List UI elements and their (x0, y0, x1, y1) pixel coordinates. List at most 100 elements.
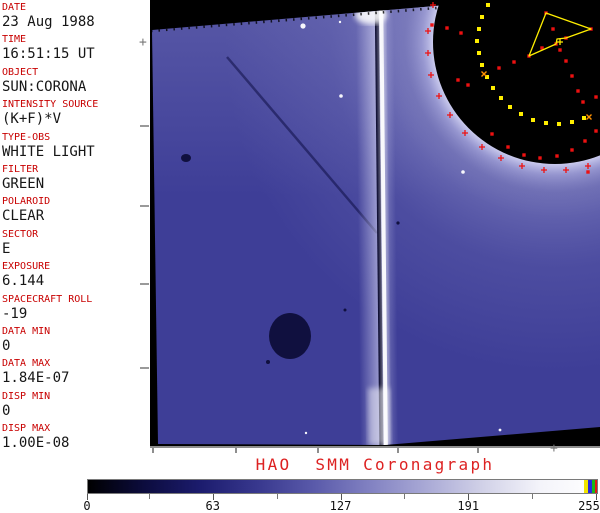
red-dot (555, 154, 559, 158)
red-dot (430, 23, 434, 27)
yellow-dot (486, 3, 490, 7)
overflow-stripe (588, 480, 592, 493)
field-label: EXPOSURE (2, 261, 51, 273)
field-label: SPACECRAFT ROLL (2, 293, 93, 305)
image-viewport[interactable] (150, 0, 600, 447)
field-value: E (2, 240, 11, 257)
red-dot (459, 31, 463, 35)
ruler-tick (235, 448, 237, 453)
metadata-field: DISP MAX 1.00E-08 (0, 422, 150, 454)
ruler-tick (397, 448, 399, 453)
field-label: POLAROID (2, 196, 51, 208)
dark-spot (269, 313, 311, 359)
overflow-stripe (595, 480, 597, 493)
orange-x-mark (481, 71, 487, 77)
red-dot (594, 129, 598, 133)
metadata-field: SPACECRAFT ROLL -19 (0, 293, 150, 325)
field-value: SUN:CORONA (2, 78, 87, 95)
colorbar-minor-tick (276, 494, 278, 499)
field-label: FILTER (2, 163, 39, 175)
red-dot (576, 89, 580, 93)
field-label: DATE (2, 2, 27, 13)
red-plus-mark (585, 163, 591, 169)
colorbar-tick-label: 191 (457, 499, 480, 513)
red-plus-mark (425, 28, 431, 34)
dark-spot (343, 308, 347, 312)
metadata-field: INTENSITY SOURCE (K+F)*V (0, 98, 150, 130)
field-label: TYPE-OBS (2, 131, 51, 143)
metadata-field: TIME 16:51:15 UT (0, 33, 150, 65)
red-dot (512, 60, 516, 64)
field-value: 16:51:15 UT (2, 46, 95, 63)
red-dot (586, 170, 590, 174)
red-plus-mark (447, 112, 453, 118)
bottom-ruler (150, 446, 600, 448)
field-label: INTENSITY SOURCE (2, 99, 99, 111)
field-value: WHITE LIGHT (2, 143, 95, 160)
yellow-dot (544, 121, 548, 125)
field-label: SECTOR (2, 228, 39, 240)
red-plus-mark (436, 93, 442, 99)
ruler-tick (140, 367, 149, 369)
ruler-tick (477, 448, 479, 453)
red-dot (551, 27, 555, 31)
white-speck (461, 170, 465, 174)
field-value: (K+F)*V (2, 111, 62, 128)
field-label: OBJECT (2, 66, 39, 78)
red-dot (490, 132, 494, 136)
yellow-dot (508, 105, 512, 109)
red-dot (570, 74, 574, 78)
metadata-field: OBJECT SUN:CORONA (0, 66, 150, 98)
yellow-dot (531, 118, 535, 122)
plate-top-edge (152, 6, 438, 33)
red-dot (581, 100, 585, 104)
colorbar-tick-label: 127 (329, 499, 352, 513)
dust-spots (181, 154, 400, 364)
field-value: GREEN (2, 175, 45, 192)
red-plus-mark (428, 72, 434, 78)
red-plus-mark (479, 144, 485, 150)
yellow-dot (570, 120, 574, 124)
field-value: 0 (2, 402, 11, 419)
metadata-field: SECTOR E (0, 228, 150, 260)
red-plus-mark (563, 167, 569, 173)
field-label: TIME (2, 34, 27, 46)
white-speck (304, 431, 308, 435)
ruler-tick (140, 125, 149, 127)
colorbar-tick-label: 0 (83, 499, 91, 513)
yellow-dot (519, 112, 523, 116)
white-speck (338, 20, 342, 24)
colorbar-major-tick (596, 494, 597, 500)
yellow-dot (475, 39, 479, 43)
metadata-panel: DATE 23 Aug 1988 TIME 16:51:15 UT OBJECT… (0, 0, 150, 456)
ruler-plus-mark: + (550, 441, 558, 456)
colorbar-major-tick (87, 494, 88, 500)
dark-spot (181, 154, 191, 162)
field-label: DATA MIN (2, 325, 51, 337)
orange-x-marks (481, 71, 592, 120)
red-dot (497, 66, 501, 70)
red-dot (456, 78, 460, 82)
metadata-field: TYPE-OBS WHITE LIGHT (0, 131, 150, 163)
metadata-field: DATE 23 Aug 1988 (0, 1, 150, 33)
yellow-dot (477, 27, 481, 31)
region-outline-polygon (528, 12, 592, 57)
red-dot (522, 153, 526, 157)
red-dot (583, 139, 587, 143)
dark-spot (396, 221, 400, 225)
colorbar-major-tick (212, 494, 214, 500)
yellow-dot (499, 96, 503, 100)
metadata-field: EXPOSURE 6.144 (0, 260, 150, 292)
red-plus-mark (425, 50, 431, 56)
field-label: DATA MAX (2, 358, 51, 370)
field-value: -19 (2, 305, 28, 322)
colorbar-major-tick (340, 494, 342, 500)
yellow-dot (477, 51, 481, 55)
red-dot (540, 46, 544, 50)
image-caption: HAO SMM Coronagraph (255, 455, 495, 474)
yellow-dot (480, 15, 484, 19)
yellow-dot (480, 63, 484, 67)
red-limb-plus-marks (425, 2, 591, 173)
yellow-plus-marks (557, 39, 563, 45)
